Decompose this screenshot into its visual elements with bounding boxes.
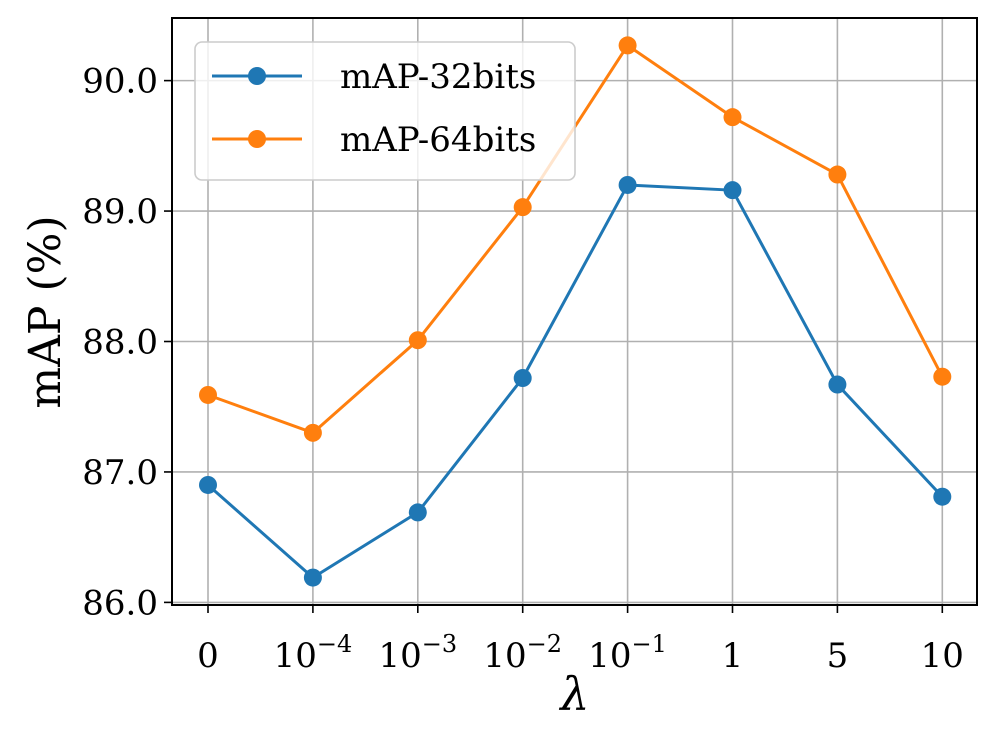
y-tick-label: 89.0	[82, 192, 158, 232]
legend-entry: mAP-32bits	[212, 57, 536, 97]
x-tick-label: 10−2	[483, 630, 562, 676]
data-point	[828, 375, 847, 394]
x-axis-label: λ	[558, 667, 589, 721]
data-point	[618, 175, 637, 194]
data-point	[408, 331, 427, 350]
data-point	[933, 367, 952, 386]
x-tick-label: 0	[197, 636, 219, 676]
x-tick-label: 10−3	[378, 630, 457, 676]
data-point	[303, 423, 322, 442]
y-tick-label: 87.0	[82, 453, 158, 493]
plot-frame	[171, 17, 978, 606]
series-mAP-32bits	[199, 175, 952, 587]
x-axis: 0 10−4 10−3 10−2 10−1 1 5 10	[197, 605, 964, 676]
legend: mAP-32bits mAP-64bits	[194, 41, 576, 181]
legend-label: mAP-32bits	[340, 57, 536, 97]
y-tick-label: 88.0	[82, 323, 158, 363]
y-axis-label: mAP (%)	[20, 215, 71, 408]
y-axis: 86.0 87.0 88.0 89.0 90.0	[82, 62, 172, 623]
data-point	[618, 36, 637, 55]
data-point	[513, 369, 532, 388]
data-point	[723, 181, 742, 200]
data-point	[933, 487, 952, 506]
data-point	[828, 165, 847, 184]
x-tick-label: 1	[722, 636, 744, 676]
data-point	[199, 385, 217, 404]
legend-marker	[248, 130, 266, 148]
data-point	[723, 108, 742, 127]
x-tick-label: 10−1	[588, 630, 667, 676]
series-layer	[199, 36, 952, 587]
y-tick-label: 86.0	[82, 583, 158, 623]
y-tick-label: 90.0	[82, 62, 158, 102]
series-line	[207, 183, 944, 580]
data-point	[199, 475, 217, 494]
data-point	[513, 198, 532, 217]
x-tick-label: 5	[827, 636, 849, 676]
data-point	[303, 568, 322, 587]
x-tick-label: 10	[921, 636, 964, 676]
legend-label: mAP-64bits	[340, 120, 536, 160]
legend-marker	[248, 67, 266, 85]
data-point	[408, 503, 427, 522]
x-tick-label: 10−4	[274, 630, 353, 676]
legend-entry: mAP-64bits	[212, 120, 536, 160]
